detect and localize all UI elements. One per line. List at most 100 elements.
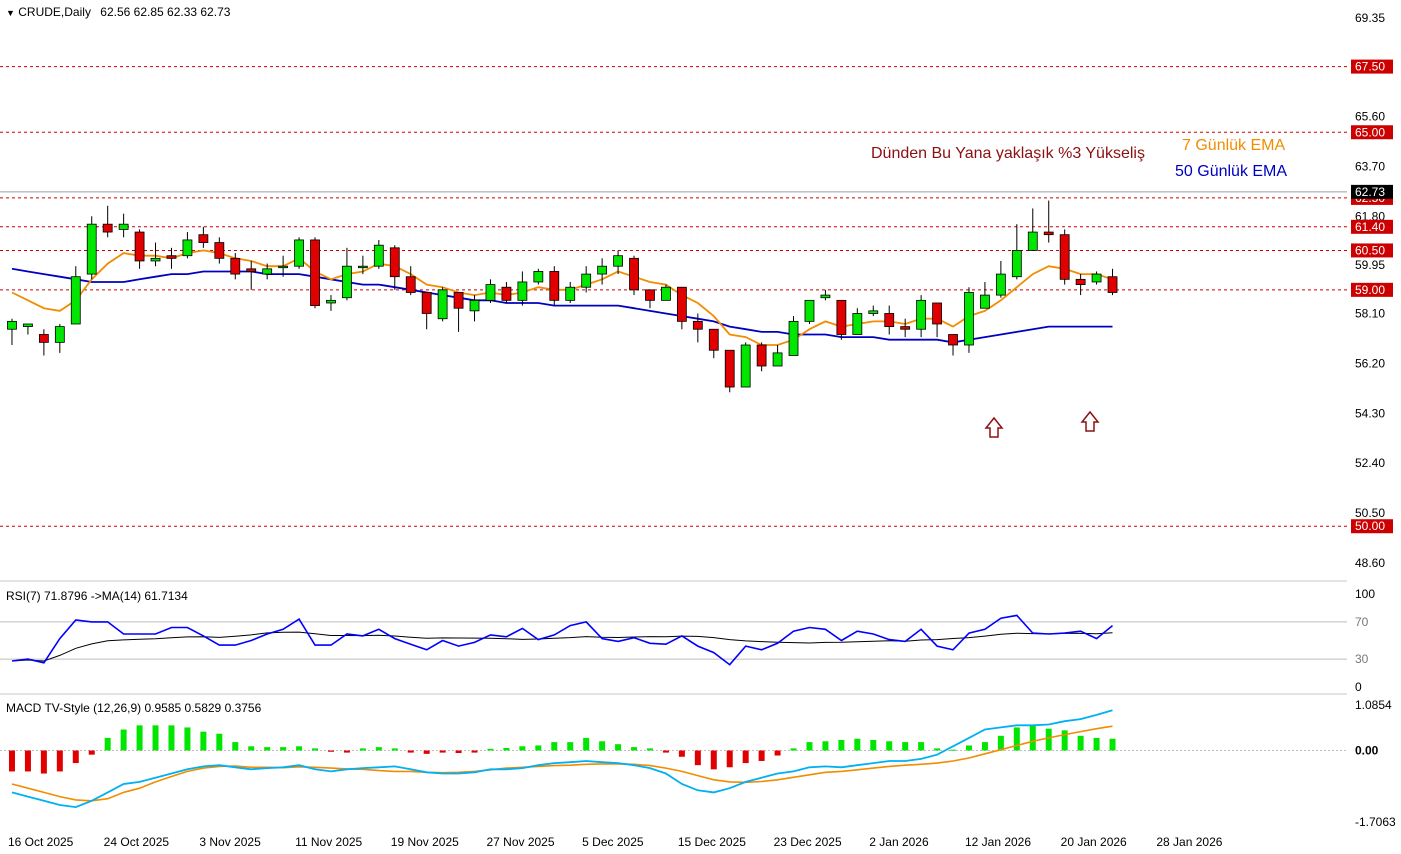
candle-up bbox=[357, 265, 368, 269]
candle-down bbox=[692, 320, 703, 330]
macd-histogram-bar bbox=[567, 742, 574, 751]
candle-up bbox=[182, 239, 193, 257]
symbol-header[interactable]: ▼ CRUDE,Daily 62.56 62.85 62.33 62.73 bbox=[6, 5, 230, 19]
collapse-triangle-icon[interactable]: ▼ bbox=[6, 8, 15, 18]
candle-up bbox=[1011, 250, 1022, 278]
date-axis-label: 19 Nov 2025 bbox=[391, 835, 459, 849]
macd-histogram-bar bbox=[965, 745, 972, 751]
candle-down bbox=[421, 292, 432, 314]
candle-up bbox=[772, 352, 783, 367]
price-axis-tick: 63.70 bbox=[1355, 159, 1385, 173]
candle-up bbox=[820, 294, 831, 299]
candle-down bbox=[102, 223, 113, 233]
macd-histogram-bar bbox=[551, 742, 558, 751]
macd-line bbox=[11, 709, 1113, 809]
price-axis-tick: 61.80 bbox=[1355, 209, 1385, 223]
macd-histogram-bar bbox=[24, 750, 31, 772]
candle-down bbox=[38, 334, 49, 343]
macd-histogram-bar bbox=[758, 750, 765, 761]
candle-down bbox=[932, 302, 942, 325]
candle-up bbox=[1091, 273, 1102, 283]
macd-histogram-bar bbox=[88, 750, 95, 755]
date-axis-label: 3 Nov 2025 bbox=[199, 835, 261, 849]
date-axis-label: 20 Jan 2026 bbox=[1061, 835, 1127, 849]
macd-histogram-bar bbox=[391, 748, 398, 751]
macd-histogram-bar bbox=[280, 747, 287, 751]
up-arrow-icon bbox=[1080, 410, 1100, 432]
candle-down bbox=[645, 289, 655, 301]
macd-histogram-bar bbox=[981, 742, 988, 751]
macd-histogram-bar bbox=[997, 735, 1004, 751]
candle-up bbox=[804, 299, 815, 322]
date-axis-label: 16 Oct 2025 bbox=[8, 835, 74, 849]
candle-up bbox=[995, 273, 1006, 296]
level-label: 61.40 bbox=[1355, 220, 1385, 234]
candle-down bbox=[501, 286, 512, 301]
macd-histogram-bar bbox=[264, 747, 271, 751]
price-axis-tick: 69.35 bbox=[1355, 11, 1385, 25]
candle-up bbox=[373, 244, 384, 267]
macd-histogram-bar bbox=[168, 725, 175, 751]
candle-up bbox=[852, 313, 863, 335]
macd-histogram-bar bbox=[439, 750, 446, 753]
macd-histogram-bar bbox=[870, 740, 877, 751]
macd-histogram-bar bbox=[359, 748, 366, 751]
macd-histogram-bar bbox=[838, 740, 845, 751]
macd-histogram-bar bbox=[1013, 727, 1020, 751]
candle-down bbox=[708, 328, 719, 351]
macd-histogram-bar bbox=[646, 748, 653, 751]
candle-down bbox=[629, 257, 639, 291]
ohlc-values: 62.56 62.85 62.33 62.73 bbox=[100, 5, 231, 19]
candle-up bbox=[980, 294, 990, 309]
macd-histogram-bar bbox=[184, 727, 191, 751]
candle-down bbox=[230, 257, 241, 275]
macd-histogram-bar bbox=[455, 750, 462, 754]
ema7-annotation: 7 Günlük EMA bbox=[1182, 137, 1286, 154]
candle-down bbox=[134, 231, 145, 262]
macd-histogram-bar bbox=[615, 744, 622, 751]
candle-down bbox=[166, 255, 177, 259]
ema7-line bbox=[11, 249, 1113, 346]
macd-histogram-bar bbox=[200, 731, 207, 751]
candle-down bbox=[405, 276, 416, 293]
candle-up bbox=[613, 255, 623, 267]
macd-histogram-bar bbox=[790, 748, 797, 751]
macd-histogram-bar bbox=[120, 729, 127, 751]
candle-down bbox=[1075, 278, 1086, 285]
candle-down bbox=[1107, 276, 1118, 293]
macd-histogram-bar bbox=[56, 750, 63, 772]
candle-up bbox=[262, 268, 273, 275]
level-badge bbox=[1351, 59, 1393, 74]
macd-histogram-bar bbox=[583, 737, 590, 751]
macd-histogram-bar bbox=[423, 750, 430, 754]
level-label: 50.00 bbox=[1355, 519, 1385, 533]
macd-histogram-bar bbox=[678, 750, 685, 757]
macd-axis-tick: 1.0854 bbox=[1355, 698, 1392, 712]
candle-down bbox=[948, 334, 958, 346]
price-axis-tick: 58.10 bbox=[1355, 306, 1385, 320]
candle-up bbox=[517, 281, 528, 301]
candle-up bbox=[581, 273, 592, 288]
candle-down bbox=[900, 326, 911, 330]
candle-up bbox=[150, 257, 161, 262]
candle-up bbox=[7, 320, 17, 330]
macd-histogram-bar bbox=[662, 750, 669, 753]
candle-down bbox=[676, 286, 687, 322]
macd-histogram-bar bbox=[312, 748, 319, 751]
level-badge bbox=[1351, 125, 1393, 140]
macd-histogram-bar bbox=[1045, 728, 1052, 751]
macd-histogram-bar bbox=[726, 750, 733, 768]
candle-down bbox=[724, 349, 735, 388]
candle-up bbox=[964, 292, 974, 346]
price-axis-tick: 52.40 bbox=[1355, 456, 1385, 470]
macd-histogram-bar bbox=[232, 742, 239, 751]
date-axis-label: 2 Jan 2026 bbox=[869, 835, 929, 849]
rsi-ma-line bbox=[11, 631, 1113, 662]
macd-histogram-bar bbox=[1061, 730, 1068, 751]
rsi-line bbox=[11, 614, 1114, 666]
candle-up bbox=[54, 326, 65, 343]
date-axis-label: 23 Dec 2025 bbox=[774, 835, 842, 849]
candle-down bbox=[246, 268, 257, 272]
candle-up bbox=[597, 265, 608, 275]
macd-histogram-bar bbox=[104, 737, 111, 751]
